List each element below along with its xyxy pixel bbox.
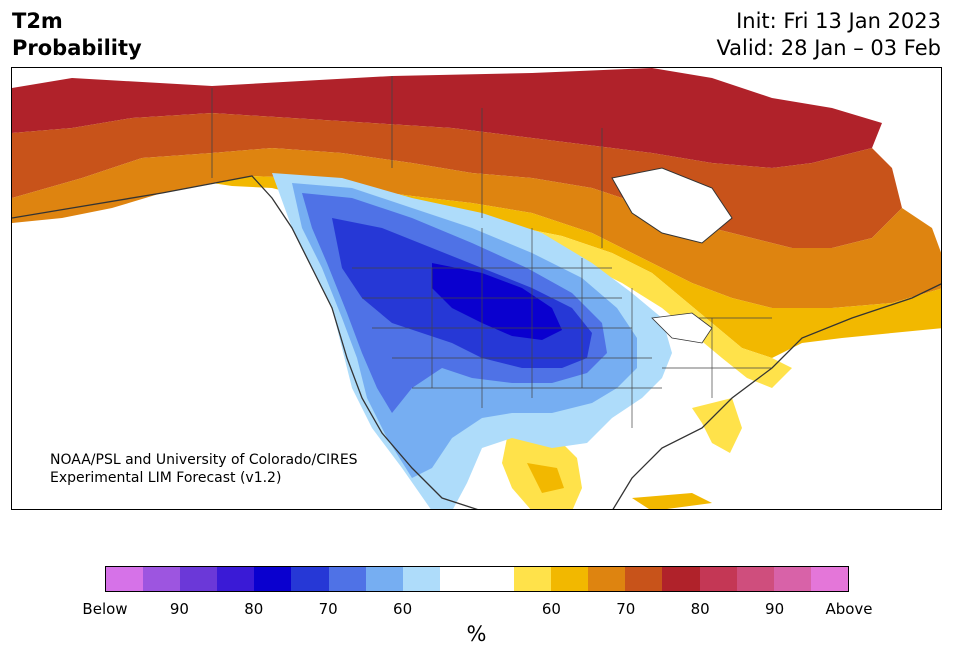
colorbar-tick-label: 90 [169, 600, 189, 618]
colorbar-segment [291, 567, 329, 591]
colorbar-segment [217, 567, 255, 591]
credit-text: NOAA/PSL and University of Colorado/CIRE… [50, 451, 358, 487]
colorbar [105, 566, 849, 592]
init-date: Init: Fri 13 Jan 2023 [736, 9, 941, 33]
colorbar-tick-label: 70 [616, 600, 636, 618]
colorbar-segment [402, 567, 440, 591]
map-svg [12, 68, 941, 509]
colorbar-segment [773, 567, 811, 591]
colorbar-segment [180, 567, 218, 591]
colorbar-segment [514, 567, 552, 591]
region-below-80 [432, 263, 562, 340]
colorbar-segment [810, 567, 848, 591]
colorbar-segment [365, 567, 403, 591]
colorbar-tick-label: 80 [690, 600, 710, 618]
credit-line-2: Experimental LIM Forecast (v1.2) [50, 470, 282, 486]
colorbar-tick-label: 80 [244, 600, 264, 618]
title-variable: T2m [12, 9, 63, 33]
region-cuba-above [632, 493, 712, 509]
colorbar-segment [476, 567, 515, 591]
colorbar-segment [254, 567, 292, 591]
colorbar-segment [439, 567, 477, 591]
region-florida-above [692, 398, 742, 453]
colorbar-tick-label: 60 [393, 600, 413, 618]
forecast-dates: Init: Fri 13 Jan 2023 Valid: 28 Jan – 03… [716, 8, 941, 62]
region-above-70 [12, 148, 941, 308]
valid-range: Valid: 28 Jan – 03 Feb [716, 36, 941, 60]
region-mexico-above-2 [527, 463, 564, 493]
province-borders [211, 76, 603, 248]
colorbar-tick-label: 60 [541, 600, 561, 618]
colorbar-segment [625, 567, 663, 591]
colorbar-segment [143, 567, 181, 591]
colorbar-segment [328, 567, 366, 591]
colorbar-tick-label: 90 [765, 600, 785, 618]
colorbar-tick-label: Above [825, 600, 873, 618]
colorbar-tick-label: 70 [318, 600, 338, 618]
state-borders [352, 228, 772, 428]
region-above-65 [212, 176, 941, 358]
colorbar-segment [699, 567, 737, 591]
colorbar-segment [588, 567, 626, 591]
chart-title: T2m Probability [12, 8, 142, 62]
colorbar-segment [662, 567, 700, 591]
colorbar-segment [551, 567, 589, 591]
colorbar-tick-label: Below [82, 600, 128, 618]
hudson-bay [611, 167, 733, 244]
credit-line-1: NOAA/PSL and University of Colorado/CIRE… [50, 452, 358, 468]
coastline [12, 175, 941, 509]
probability-map: NOAA/PSL and University of Colorado/CIRE… [11, 67, 942, 510]
colorbar-segment [106, 567, 144, 591]
colorbar-segment [736, 567, 774, 591]
title-type: Probability [12, 36, 142, 60]
colorbar-unit: % [466, 622, 487, 646]
great-lakes [651, 312, 713, 344]
region-above-80 [12, 68, 882, 168]
